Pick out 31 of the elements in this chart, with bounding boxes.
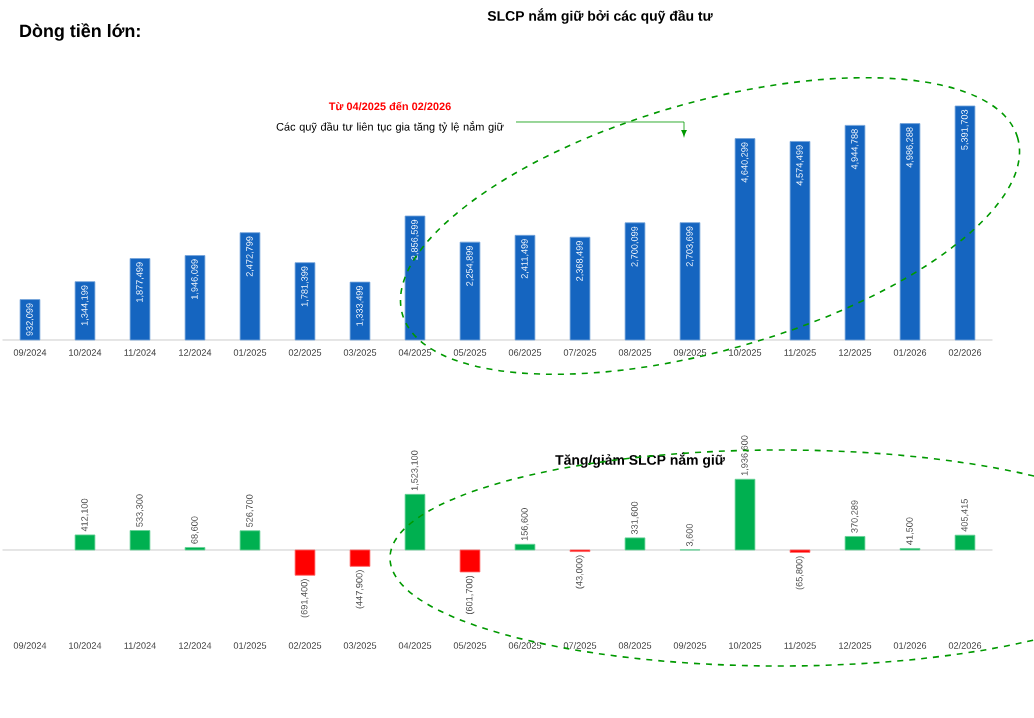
- bar: [74, 281, 96, 341]
- bar: [294, 549, 316, 576]
- bar: [74, 534, 96, 551]
- bar: [349, 549, 371, 567]
- bar: [789, 141, 811, 341]
- text: Dòng tiền lớn:: [20, 23, 140, 41]
- bar: [844, 124, 866, 341]
- bar: [514, 543, 536, 551]
- bar: [954, 105, 976, 341]
- bar: [404, 493, 426, 551]
- bar: [459, 549, 481, 573]
- bar: [514, 234, 536, 341]
- bar: [734, 138, 756, 341]
- bar: [294, 262, 316, 341]
- bar: [624, 537, 646, 551]
- bar: [899, 123, 921, 341]
- bar: [954, 534, 976, 551]
- bar: [349, 281, 371, 341]
- bar: [734, 478, 756, 551]
- bar: [679, 222, 701, 341]
- bar: [184, 255, 206, 341]
- bar: [19, 299, 41, 341]
- bar: [624, 222, 646, 341]
- bar: [844, 536, 866, 551]
- bar: [569, 236, 591, 341]
- bar: [239, 530, 261, 551]
- bar: [459, 241, 481, 341]
- bar: [404, 215, 426, 341]
- bar: [239, 232, 261, 341]
- bar: [129, 530, 151, 551]
- bar: [129, 258, 151, 341]
